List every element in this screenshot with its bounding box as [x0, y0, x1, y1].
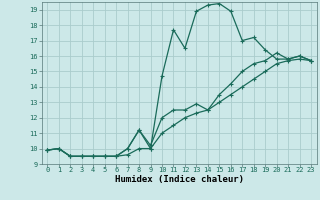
X-axis label: Humidex (Indice chaleur): Humidex (Indice chaleur) [115, 175, 244, 184]
